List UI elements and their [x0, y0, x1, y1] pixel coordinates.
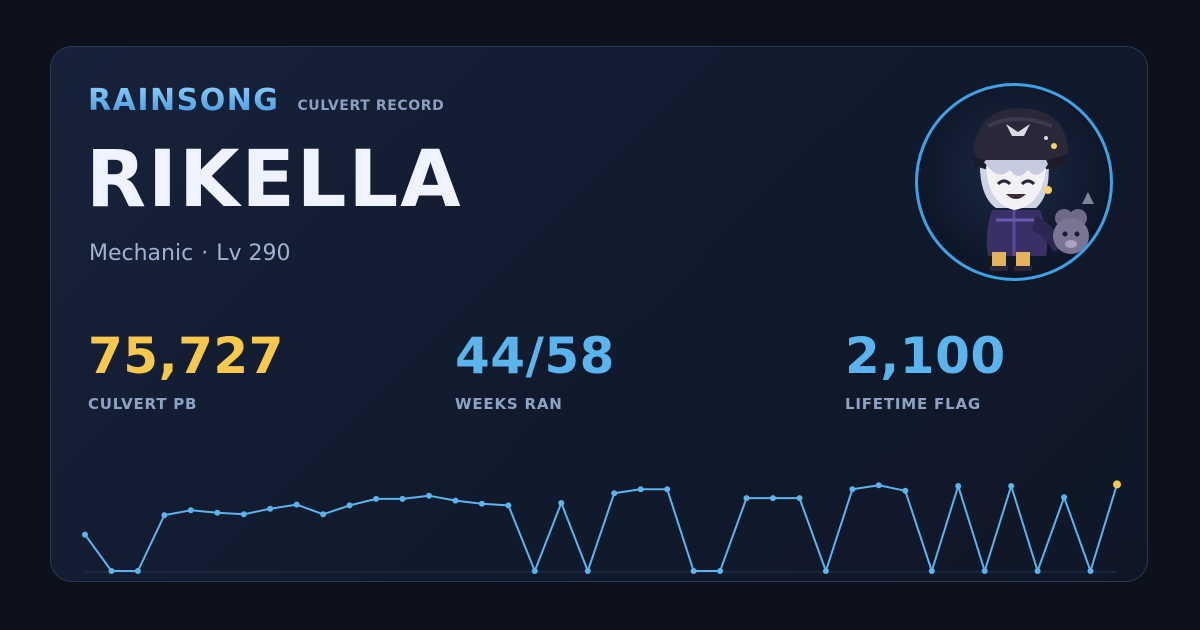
chart-point	[955, 483, 962, 489]
card-header: RAINSONG CULVERT RECORD	[88, 83, 444, 118]
chart-point	[452, 497, 459, 504]
chart-point	[849, 486, 856, 493]
character-subtitle: Mechanic · Lv 290	[89, 241, 290, 266]
lifetime-flag-label: LIFETIME FLAG	[845, 395, 981, 413]
server-name: RAINSONG	[88, 83, 280, 118]
chart-point	[478, 500, 485, 507]
chart-point	[399, 495, 406, 502]
chart-point	[214, 509, 221, 516]
chart-point	[82, 531, 88, 538]
chart-point	[531, 568, 538, 574]
chart-point	[108, 568, 115, 574]
character-level: Lv 290	[216, 241, 291, 266]
culvert-pb-value: 75,727	[88, 327, 284, 385]
avatar	[915, 83, 1113, 281]
chart-point	[320, 511, 327, 518]
chart-point	[373, 495, 380, 502]
chart-point	[796, 495, 803, 502]
chart-point	[664, 486, 671, 493]
stat-lifetime-flag: 2,100 LIFETIME FLAG	[845, 331, 1006, 413]
lifetime-flag-value: 2,100	[845, 327, 1006, 385]
culvert-history-chart	[79, 467, 1124, 577]
culvert-pb-label: CULVERT PB	[88, 395, 198, 413]
record-label: CULVERT RECORD	[297, 98, 445, 114]
character-avatar-icon	[972, 108, 1094, 271]
chart-point	[161, 512, 168, 519]
chart-point	[240, 511, 247, 518]
character-name: RIKELLA	[86, 135, 463, 225]
chart-point	[822, 568, 829, 574]
stat-culvert-pb: 75,727 CULVERT PB	[88, 331, 284, 413]
chart-point	[690, 568, 697, 574]
weeks-ran-value: 44/58	[455, 327, 615, 385]
chart-point	[611, 490, 618, 497]
chart-point	[981, 568, 988, 574]
chart-point	[1008, 483, 1015, 489]
stat-weeks-ran: 44/58 WEEKS RAN	[455, 331, 615, 413]
chart-series-line	[84, 484, 1118, 572]
chart-point	[902, 487, 909, 494]
chart-point	[1087, 568, 1094, 574]
chart-point	[928, 568, 935, 574]
chart-point	[187, 507, 194, 514]
chart-point-latest	[1113, 480, 1121, 489]
character-job: Mechanic	[89, 241, 194, 266]
culvert-history-chart-svg	[82, 480, 1121, 574]
chart-point	[293, 501, 300, 508]
chart-point	[770, 495, 776, 502]
chart-point	[267, 505, 274, 512]
chart-point	[1034, 568, 1041, 574]
chart-point	[637, 486, 644, 493]
culvert-record-card: RAINSONG CULVERT RECORD RIKELLA Mechanic…	[50, 46, 1148, 582]
chart-point	[426, 492, 432, 499]
chart-point	[346, 502, 353, 509]
chart-point	[743, 495, 750, 502]
chart-point	[875, 482, 882, 489]
chart-point	[1061, 494, 1068, 501]
subtitle-separator: ·	[201, 241, 209, 266]
chart-point	[584, 568, 591, 574]
chart-point	[134, 568, 141, 574]
chart-point	[505, 502, 512, 509]
chart-point	[558, 500, 565, 506]
weeks-ran-label: WEEKS RAN	[455, 395, 563, 413]
chart-point	[717, 568, 724, 574]
